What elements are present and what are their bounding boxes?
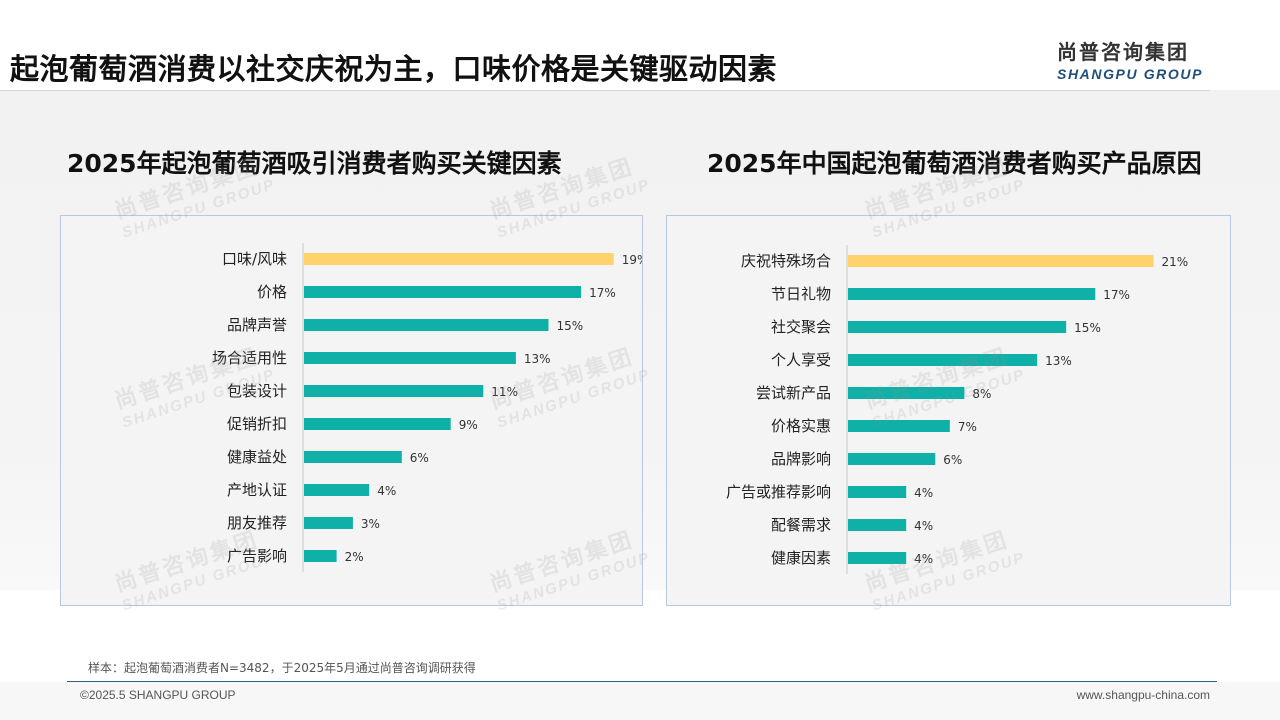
category-label: 节日礼物 bbox=[771, 285, 831, 303]
category-label: 广告或推荐影响 bbox=[726, 483, 831, 501]
logo-english-text: SHANGPU GROUP bbox=[1057, 66, 1204, 82]
category-label: 健康益处 bbox=[227, 448, 287, 466]
category-label: 价格 bbox=[257, 283, 287, 301]
bar bbox=[848, 552, 907, 564]
bar bbox=[848, 354, 1038, 366]
bar bbox=[304, 385, 484, 397]
bar bbox=[848, 486, 907, 498]
value-label: 15% bbox=[1074, 321, 1101, 335]
bar bbox=[304, 550, 337, 562]
chart-title-left: 2025年起泡葡萄酒吸引消费者购买关键因素 bbox=[67, 149, 562, 178]
value-label: 2% bbox=[345, 550, 364, 564]
value-label: 4% bbox=[377, 484, 396, 498]
value-label: 15% bbox=[557, 319, 584, 333]
value-label: 3% bbox=[361, 517, 380, 531]
category-label: 尝试新产品 bbox=[756, 384, 831, 402]
category-label: 广告影响 bbox=[227, 547, 287, 565]
footer-divider bbox=[67, 681, 1217, 682]
value-label: 9% bbox=[459, 418, 478, 432]
category-label: 口味/风味 bbox=[222, 250, 287, 268]
bar bbox=[304, 319, 549, 331]
category-label: 品牌影响 bbox=[771, 450, 831, 468]
value-label: 13% bbox=[1045, 354, 1072, 368]
value-label: 21% bbox=[1161, 255, 1188, 269]
value-label: 6% bbox=[410, 451, 429, 465]
chart-title-right: 2025年中国起泡葡萄酒消费者购买产品原因 bbox=[707, 149, 1202, 178]
bar bbox=[304, 418, 451, 430]
bar bbox=[304, 484, 370, 496]
value-label: 19% bbox=[622, 253, 642, 267]
bar bbox=[848, 288, 1096, 300]
value-label: 17% bbox=[1103, 288, 1130, 302]
chart-panel-purchase-factors: 口味/风味 19% 价格 17% 品牌声誉 15% 场合适用性 13% 包装设计 11% 促销折扣 9… bbox=[60, 215, 643, 606]
bar-chart-purchase-reasons: 庆祝特殊场合 21% 节日礼物 17% 社交聚会 15% 个人享受 13% 尝试新产品 8% 价格实… bbox=[726, 245, 1188, 574]
category-label: 价格实惠 bbox=[771, 417, 831, 435]
category-label: 场合适用性 bbox=[212, 349, 287, 367]
bar bbox=[848, 387, 965, 399]
bar bbox=[304, 451, 402, 463]
bar-chart-purchase-factors: 口味/风味 19% 价格 17% 品牌声誉 15% 场合适用性 13% 包装设计 11% 促销折扣 9… bbox=[212, 243, 642, 572]
category-label: 品牌声誉 bbox=[227, 316, 287, 334]
bar bbox=[848, 519, 907, 531]
value-label: 4% bbox=[914, 519, 933, 533]
category-label: 社交聚会 bbox=[771, 318, 831, 336]
value-label: 8% bbox=[972, 387, 991, 401]
footer-copyright: ©2025.5 SHANGPU GROUP bbox=[80, 688, 236, 702]
chart-panel-purchase-reasons: 庆祝特殊场合 21% 节日礼物 17% 社交聚会 15% 个人享受 13% 尝试新产品 8% 价格实… bbox=[666, 215, 1231, 606]
bar bbox=[848, 255, 1154, 267]
bar bbox=[304, 517, 353, 529]
value-label: 6% bbox=[943, 453, 962, 467]
company-logo: 尚普咨询集团 SHANGPU GROUP bbox=[1057, 36, 1217, 82]
footer-band bbox=[0, 682, 1280, 720]
value-label: 13% bbox=[524, 352, 551, 366]
page-title: 起泡葡萄酒消费以社交庆祝为主，口味价格是关键驱动因素 bbox=[10, 52, 778, 86]
category-label: 包装设计 bbox=[227, 382, 287, 400]
value-label: 4% bbox=[914, 486, 933, 500]
value-label: 7% bbox=[958, 420, 977, 434]
sample-note: 样本：起泡葡萄酒消费者N=3482，于2025年5月通过尚普咨询调研获得 bbox=[88, 661, 476, 675]
category-label: 促销折扣 bbox=[227, 415, 287, 433]
value-label: 17% bbox=[589, 286, 616, 300]
bar bbox=[848, 453, 936, 465]
bar bbox=[304, 286, 582, 298]
category-label: 个人享受 bbox=[771, 351, 831, 369]
logo-chinese-text: 尚普咨询集团 bbox=[1057, 40, 1189, 64]
category-label: 朋友推荐 bbox=[227, 514, 287, 532]
category-label: 庆祝特殊场合 bbox=[741, 252, 831, 270]
category-label: 产地认证 bbox=[227, 481, 287, 499]
value-label: 4% bbox=[914, 552, 933, 566]
bar bbox=[304, 352, 516, 364]
category-label: 健康因素 bbox=[771, 549, 831, 567]
title-divider bbox=[0, 90, 1210, 91]
footer-website: www.shangpu-china.com bbox=[1076, 688, 1210, 702]
bar bbox=[848, 321, 1067, 333]
category-label: 配餐需求 bbox=[771, 516, 831, 534]
bar bbox=[304, 253, 614, 265]
bar bbox=[848, 420, 950, 432]
value-label: 11% bbox=[491, 385, 518, 399]
